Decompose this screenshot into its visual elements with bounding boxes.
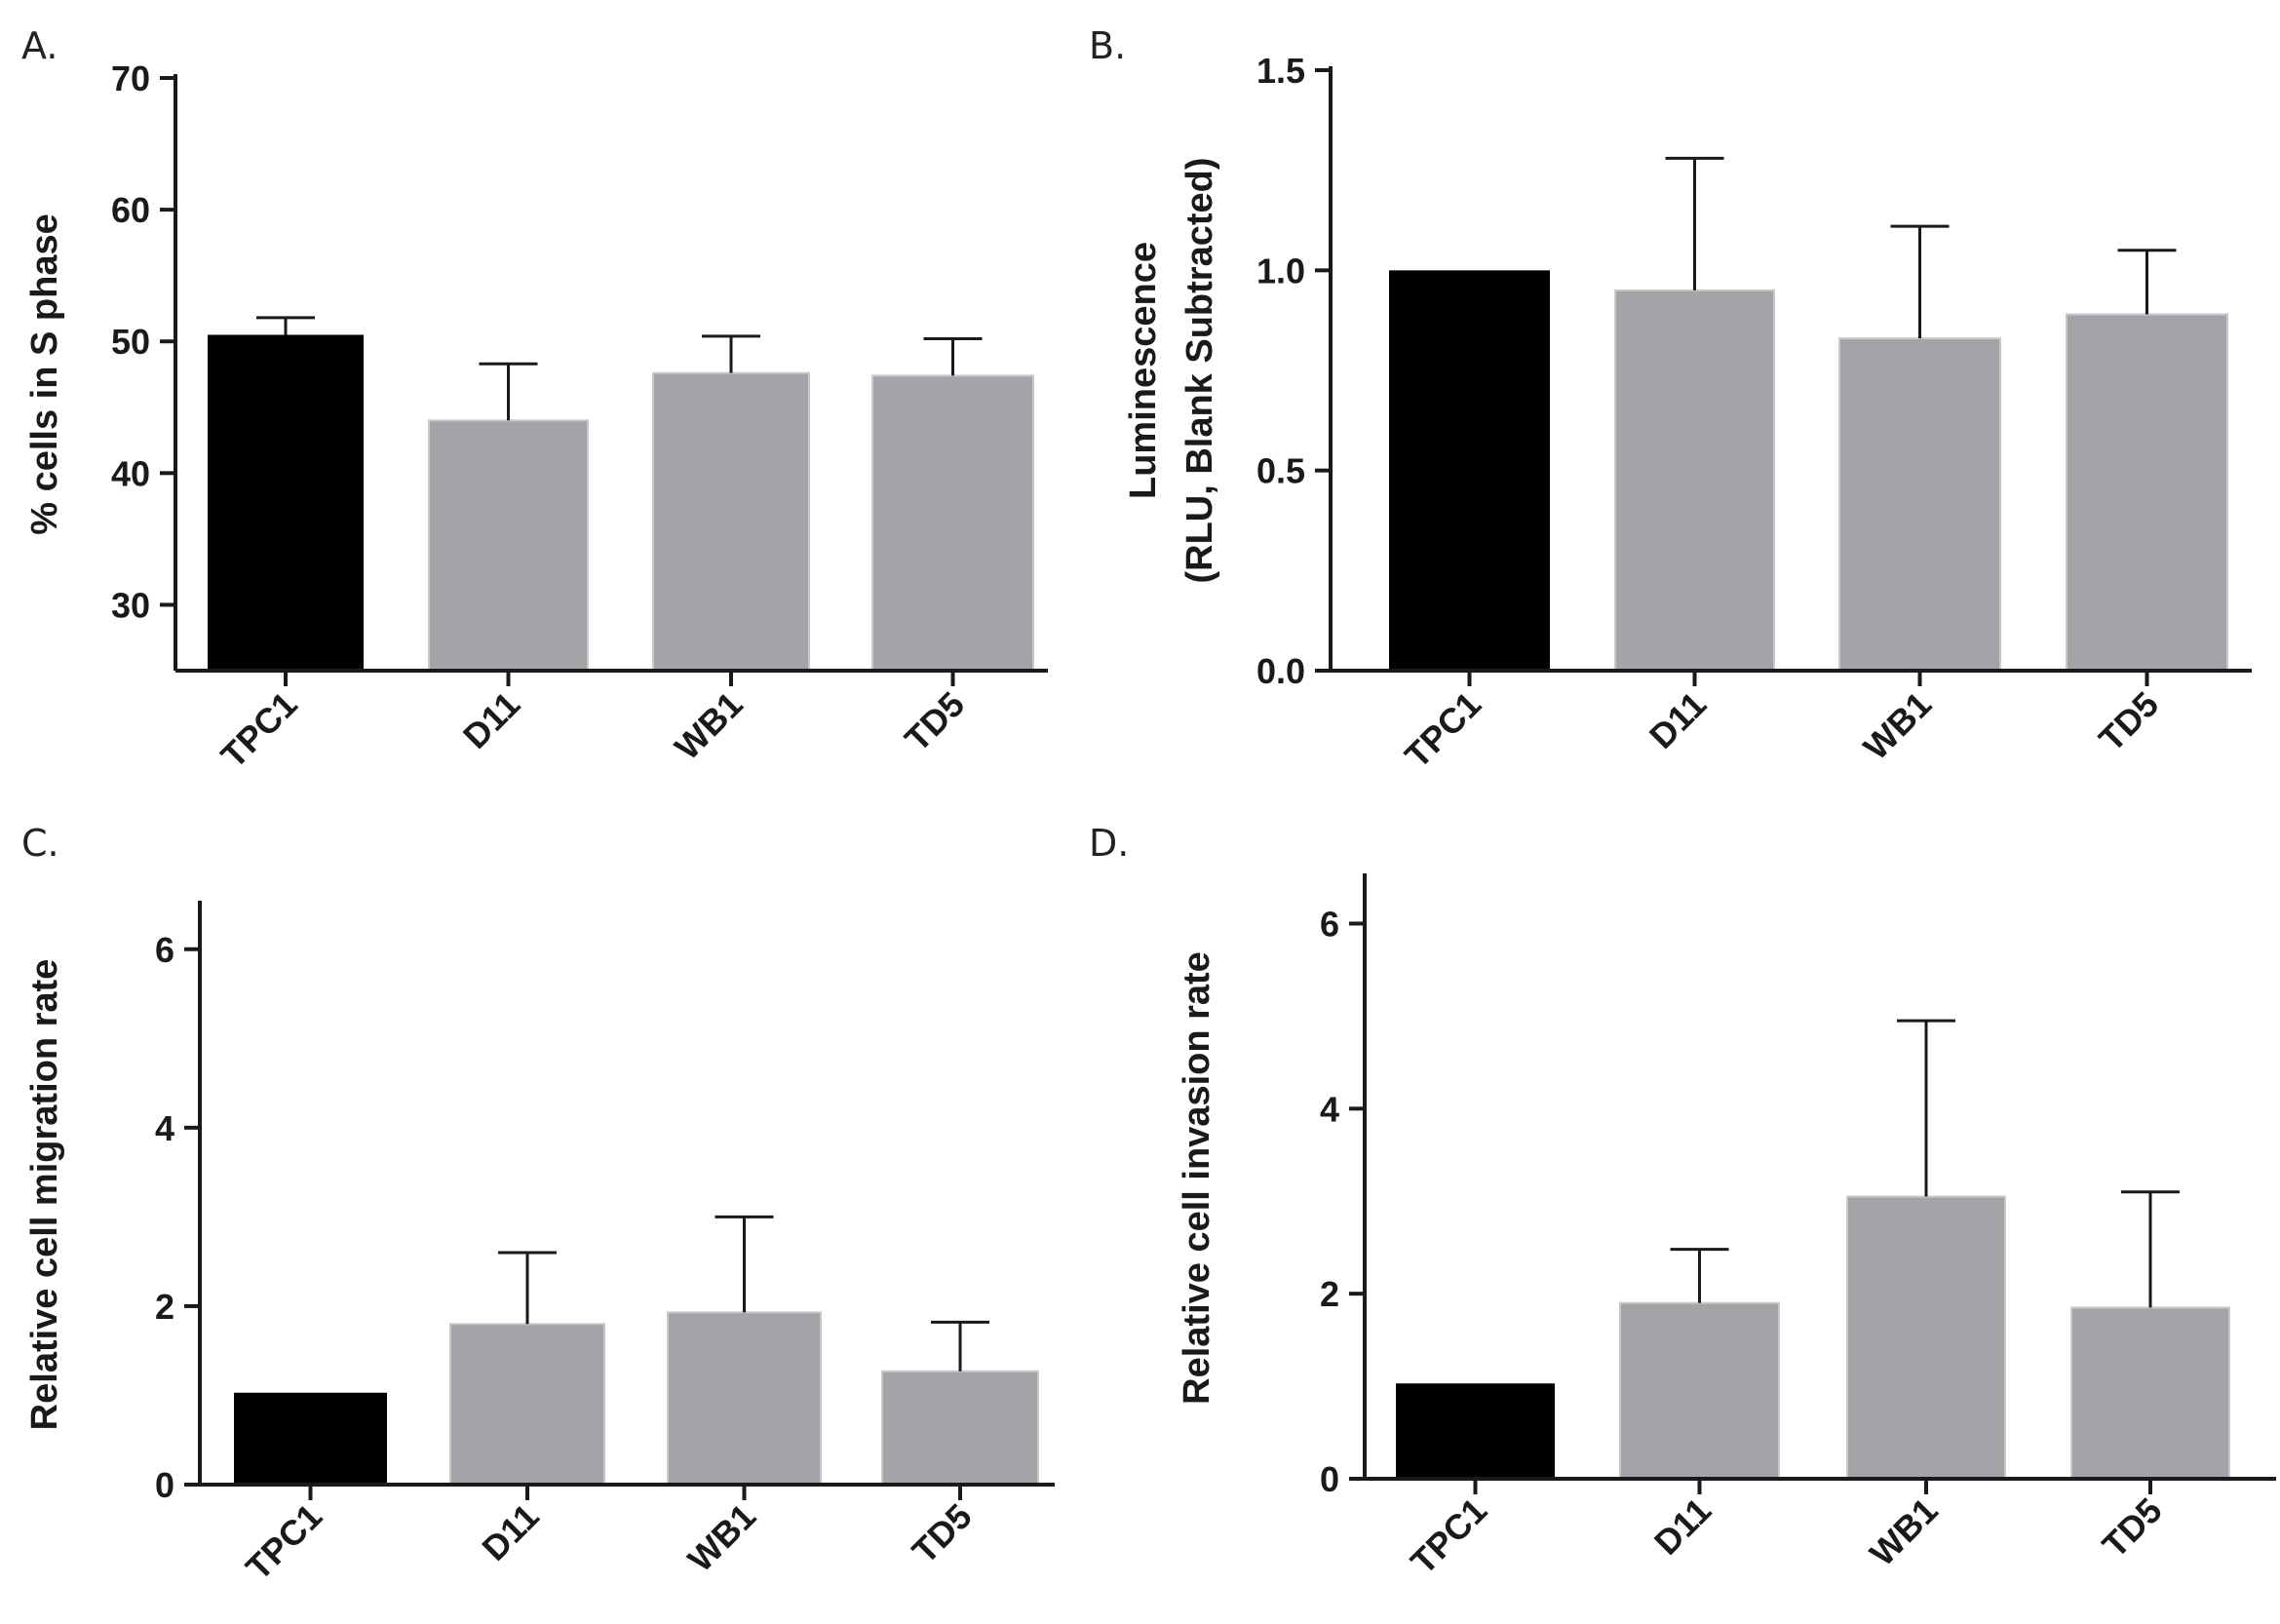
y-tick-label-c-3: 6 <box>155 930 174 970</box>
bar-c-d11 <box>449 1323 605 1486</box>
x-tick-label-a-tpc1: TPC1 <box>213 684 305 776</box>
x-tick-label-a-wb1: WB1 <box>667 684 751 768</box>
panel-c: C. 0 2 4 6 TPC1 D11 WB1 TD5 Relative cell migrati… <box>21 822 1055 1588</box>
bar-d-td5 <box>2070 1306 2230 1481</box>
bar-c-wb1 <box>667 1311 822 1487</box>
x-tick-label-a-d11: D11 <box>455 684 527 756</box>
y-tick-label-d-1: 2 <box>1320 1274 1339 1314</box>
y-axis-title-d: Relative cell invasion rate <box>1177 951 1217 1405</box>
y-axis-title-b-line-2: (RLU, Blank Subtracted) <box>1179 157 1220 583</box>
panel-label-b: B. <box>1089 24 1126 67</box>
panel-b: B. 0.0 0.5 1.0 1.5 TPC1 D11 WB1 TD5 Luminescence (… <box>1089 24 2252 776</box>
bar-c-td5 <box>881 1370 1039 1486</box>
bar-b-td5 <box>2066 313 2228 672</box>
y-tick-label-b-2: 1.0 <box>1256 251 1305 290</box>
y-tick-label-c-2: 4 <box>155 1108 174 1148</box>
y-tick-label-d-2: 4 <box>1320 1089 1339 1129</box>
bar-d-d11 <box>1619 1301 1780 1480</box>
y-tick-label-b-0: 0.0 <box>1256 651 1305 691</box>
bar-a-d11 <box>428 419 589 672</box>
bar-a-tpc1 <box>208 334 364 671</box>
x-tick-label-b-td5: TD5 <box>2091 684 2166 759</box>
x-tick-label-c-wb1: WB1 <box>680 1496 764 1580</box>
bar-a-td5 <box>871 374 1034 672</box>
y-tick-label-b-1: 0.5 <box>1256 451 1305 491</box>
bar-c-tpc1 <box>234 1392 387 1485</box>
y-tick-label-a-0: 30 <box>111 585 150 625</box>
bar-b-d11 <box>1614 289 1775 672</box>
y-axis-title-a: % cells in S phase <box>24 213 65 534</box>
y-tick-label-c-1: 2 <box>155 1287 174 1327</box>
bar-d-wb1 <box>1846 1195 2006 1480</box>
x-tick-label-d-tpc1: TPC1 <box>1403 1490 1494 1582</box>
bar-a-wb1 <box>652 371 810 672</box>
y-tick-label-a-3: 60 <box>111 190 150 230</box>
x-tick-label-a-td5: TD5 <box>897 684 972 759</box>
panel-label-c: C. <box>21 822 59 865</box>
bar-b-wb1 <box>1838 337 2001 672</box>
y-tick-label-b-3: 1.5 <box>1256 51 1305 91</box>
y-tick-label-d-3: 6 <box>1320 904 1339 944</box>
x-tick-label-c-d11: D11 <box>474 1496 546 1568</box>
x-tick-label-c-td5: TD5 <box>905 1496 980 1571</box>
x-tick-label-d-td5: TD5 <box>2095 1490 2170 1566</box>
y-tick-label-a-2: 50 <box>111 322 150 362</box>
panel-label-d: D. <box>1089 822 1129 865</box>
x-tick-label-d-d11: D11 <box>1646 1490 1719 1563</box>
panel-label-a: A. <box>21 24 58 67</box>
bar-d-tpc1 <box>1396 1383 1555 1479</box>
y-tick-label-a-4: 70 <box>111 58 150 98</box>
x-tick-label-d-wb1: WB1 <box>1862 1490 1946 1574</box>
x-tick-label-b-tpc1: TPC1 <box>1397 684 1488 776</box>
y-axis-title-c: Relative cell migration rate <box>24 959 65 1431</box>
y-tick-label-d-0: 0 <box>1320 1459 1339 1499</box>
panel-a: A. 30 40 50 60 70 TPC1 D11 WB1 TD5 % cells in S ph… <box>21 24 1048 776</box>
x-tick-label-b-d11: D11 <box>1642 684 1714 756</box>
y-tick-label-c-0: 0 <box>155 1465 174 1505</box>
y-tick-label-a-1: 40 <box>111 453 150 493</box>
panel-d: D. 0 2 4 6 TPC1 D11 WB1 TD5 Relative cell invasio… <box>1089 822 2276 1582</box>
x-tick-label-c-tpc1: TPC1 <box>238 1496 329 1588</box>
bar-b-tpc1 <box>1389 270 1550 671</box>
x-tick-label-b-wb1: WB1 <box>1856 684 1940 768</box>
y-axis-title-b-line-1: Luminescence <box>1123 242 1164 499</box>
